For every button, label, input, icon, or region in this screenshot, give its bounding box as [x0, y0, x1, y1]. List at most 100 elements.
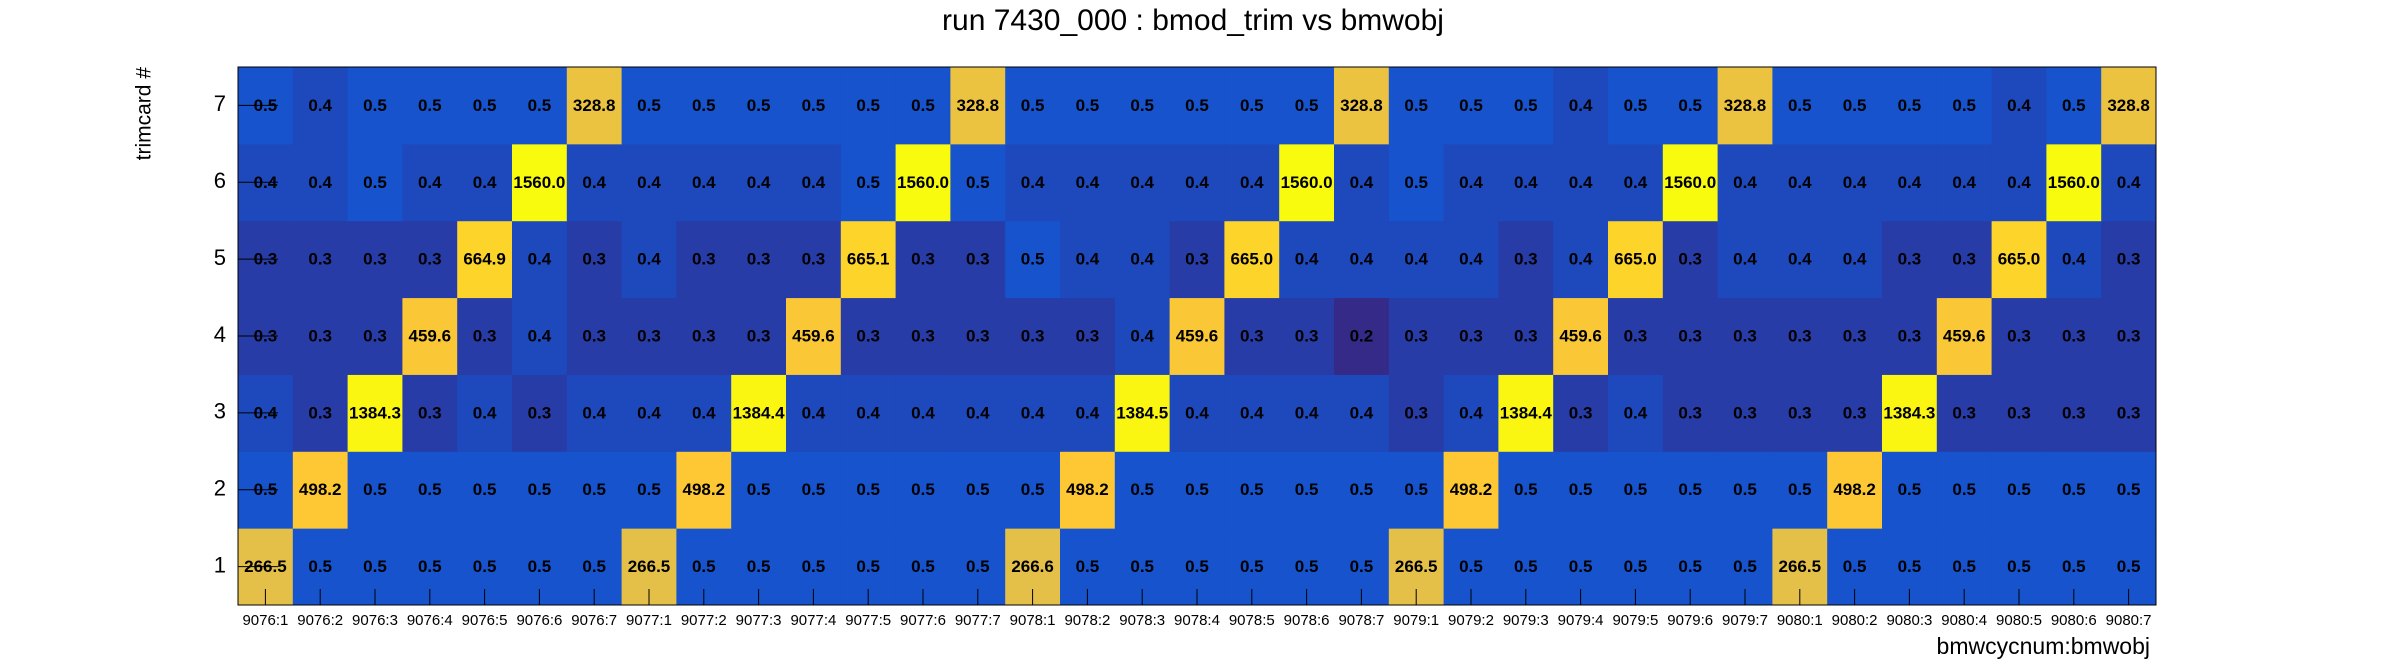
cell-label: 0.3 — [1952, 403, 1976, 422]
heatmap-cell — [2046, 297, 2102, 375]
cell-label: 0.5 — [1678, 557, 1702, 576]
cell-label: 328.8 — [957, 96, 1000, 115]
heatmap-cell — [1005, 451, 1061, 529]
heatmap-cell — [1827, 374, 1883, 452]
cell-label: 0.4 — [966, 403, 990, 422]
heatmap-cell — [1443, 220, 1499, 299]
x-tick-label: 9077:2 — [681, 612, 727, 629]
cell-label: 0.4 — [1130, 173, 1154, 192]
x-tick-label: 9077:4 — [790, 612, 836, 629]
x-tick-label: 9078:2 — [1064, 612, 1110, 629]
cell-label: 0.4 — [1459, 403, 1483, 422]
cell-label: 0.5 — [1240, 96, 1264, 115]
heatmap-cell — [2101, 67, 2157, 145]
cell-label: 0.5 — [418, 96, 442, 115]
cell-label: 0.5 — [1350, 480, 1374, 499]
cell-label: 0.4 — [1240, 403, 1264, 422]
cell-label: 0.4 — [1021, 403, 1045, 422]
cell-label: 0.3 — [1514, 250, 1538, 269]
heatmap-cell — [950, 451, 1006, 529]
cell-label: 0.4 — [1459, 250, 1483, 269]
cell-label: 0.4 — [1843, 250, 1867, 269]
cell-label: 0.5 — [1076, 96, 1100, 115]
heatmap-cell — [1279, 220, 1335, 299]
cell-label: 1384.4 — [733, 403, 786, 422]
cell-label: 0.5 — [2117, 480, 2141, 499]
heatmap-cell — [1334, 67, 1390, 145]
heatmap-cell — [1936, 67, 1993, 145]
x-tick-label: 9078:3 — [1119, 612, 1165, 629]
y-tick-label: 1 — [214, 552, 226, 577]
cell-label: 0.4 — [2062, 250, 2086, 269]
heatmap-cell — [1772, 220, 1828, 299]
cell-label: 0.4 — [1569, 250, 1593, 269]
x-tick-label: 9080:4 — [1941, 612, 1987, 629]
cell-label: 0.5 — [1624, 557, 1648, 576]
heatmap-cell — [2101, 451, 2157, 529]
cell-label: 266.5 — [1779, 557, 1822, 576]
cell-label: 0.5 — [856, 557, 880, 576]
heatmap-cell — [1827, 220, 1883, 299]
heatmap-cell — [566, 143, 623, 222]
cell-label: 0.5 — [1021, 250, 1045, 269]
cell-label: 0.5 — [911, 557, 935, 576]
cell-label: 0.4 — [528, 326, 552, 345]
x-tick-label: 9078:1 — [1010, 612, 1056, 629]
cell-label: 0.3 — [1076, 326, 1100, 345]
heatmap-cell — [731, 374, 787, 452]
x-tick-label: 9078:4 — [1174, 612, 1220, 629]
heatmap-cell — [1334, 220, 1390, 299]
heatmap-cell — [950, 297, 1006, 375]
heatmap-cell — [292, 451, 349, 529]
cell-label: 0.4 — [1788, 173, 1812, 192]
cell-label: 0.4 — [1185, 403, 1209, 422]
heatmap-cell — [1991, 220, 2047, 299]
cell-label: 0.3 — [966, 326, 990, 345]
cell-label: 498.2 — [1833, 480, 1876, 499]
cell-label: 328.8 — [1724, 96, 1767, 115]
heatmap-cell — [1717, 297, 1773, 375]
cell-label: 0.4 — [1350, 403, 1374, 422]
cell-label: 0.5 — [1459, 557, 1483, 576]
heatmap-cell — [1772, 297, 1828, 375]
x-tick-label: 9079:3 — [1503, 612, 1549, 629]
cell-label: 0.4 — [1898, 173, 1922, 192]
cell-label: 459.6 — [409, 326, 452, 345]
cell-label: 0.4 — [1021, 173, 1045, 192]
heatmap-cell — [2046, 220, 2102, 299]
cell-label: 0.5 — [911, 96, 935, 115]
heatmap-cell — [621, 67, 677, 145]
x-tick-label: 9076:3 — [352, 612, 398, 629]
heatmap-cell — [1608, 374, 1664, 452]
x-tick-label: 9080:7 — [2106, 612, 2152, 629]
heatmap-cell — [1224, 451, 1280, 529]
cell-label: 0.5 — [966, 173, 990, 192]
heatmap-cell — [840, 297, 897, 375]
heatmap-cell — [676, 297, 732, 375]
cell-label: 0.5 — [966, 557, 990, 576]
x-tick-label: 9076:2 — [297, 612, 343, 629]
cell-label: 0.3 — [1733, 403, 1757, 422]
y-tick-label: 3 — [214, 399, 226, 424]
heatmap-cell — [1443, 297, 1499, 375]
cell-label: 0.3 — [1898, 250, 1922, 269]
heatmap-cell — [1443, 374, 1499, 452]
cell-label: 0.3 — [637, 326, 661, 345]
heatmap-cell — [512, 451, 568, 529]
heatmap-cell — [1553, 143, 1609, 222]
cell-label: 0.5 — [1569, 480, 1593, 499]
heatmap-cell — [1882, 451, 1938, 529]
heatmap-cell — [1498, 374, 1554, 452]
heatmap-cell — [786, 451, 842, 529]
heatmap-cell — [1060, 374, 1116, 452]
cell-label: 0.3 — [692, 326, 716, 345]
cell-label: 459.6 — [1943, 326, 1986, 345]
heatmap-cell — [2046, 451, 2102, 529]
heatmap-cell — [457, 297, 513, 375]
cell-label: 0.5 — [1514, 96, 1538, 115]
heatmap-cell — [1662, 143, 1719, 222]
heatmap-cell — [621, 374, 677, 452]
heatmap-cell — [950, 67, 1006, 145]
cell-label: 0.5 — [1624, 480, 1648, 499]
x-tick-label: 9080:3 — [1886, 612, 1932, 629]
